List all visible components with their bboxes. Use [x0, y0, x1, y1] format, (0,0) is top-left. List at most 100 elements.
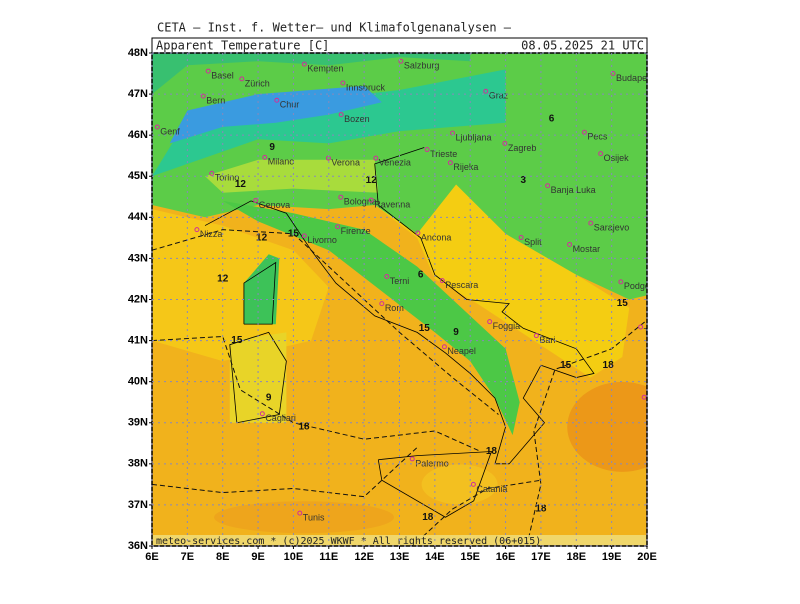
city-marker: [618, 279, 624, 285]
city-marker: [470, 481, 476, 487]
city-marker: [518, 234, 524, 240]
lon-label: 19E: [602, 551, 622, 563]
lon-label: 10E: [284, 551, 304, 563]
city-label: Bologna: [344, 197, 377, 207]
lon-label: 13E: [390, 551, 410, 563]
city-marker: [368, 197, 374, 203]
lat-label: 43N: [128, 252, 148, 264]
lat-label: 47N: [128, 88, 148, 100]
city-marker: [447, 160, 453, 166]
city-label: Trieste: [430, 149, 457, 159]
city-label: Genova: [259, 200, 291, 210]
lon-label: 8E: [216, 551, 229, 563]
field-zone: [152, 69, 506, 177]
valid-time: 08.05.2025 21 UTC: [521, 39, 644, 53]
city-label: Livorno: [307, 235, 337, 245]
field-zone: [243, 254, 280, 325]
city-marker: [598, 151, 604, 157]
city-label: Bern: [206, 96, 225, 106]
lon-label: 11E: [319, 551, 338, 563]
city-label: Bari: [539, 335, 555, 345]
isoline: [152, 229, 499, 415]
lat-label: 44N: [128, 211, 148, 223]
city-marker: [338, 194, 344, 200]
city-label: Innsbruck: [346, 82, 386, 92]
city-marker: [610, 71, 616, 77]
city-marker: [638, 324, 644, 330]
city-label: Mostar: [573, 244, 601, 254]
city-label: Basel: [211, 70, 234, 80]
city-marker: [379, 301, 385, 307]
field-zone: [214, 501, 395, 534]
lon-label: 14E: [425, 551, 445, 563]
city-marker: [301, 233, 307, 239]
city-marker: [340, 80, 346, 86]
city-marker: [641, 394, 647, 400]
contour-label: 12: [217, 274, 229, 285]
city-label: Tirana: [644, 326, 669, 336]
field-zone: [567, 381, 647, 472]
coastline: [377, 451, 493, 518]
city-label: Korfu: [647, 397, 669, 407]
city-marker: [581, 129, 587, 135]
city-label: Ravenna: [374, 199, 410, 209]
city-label: Graz: [489, 91, 509, 101]
city-label: Milano: [268, 157, 295, 167]
city-label: Verona: [331, 158, 360, 168]
city-label: Rom: [385, 303, 404, 313]
city-marker: [200, 93, 206, 99]
city-marker: [483, 88, 489, 94]
field-zone: [152, 209, 329, 362]
city-marker: [301, 61, 307, 67]
lat-label: 36N: [128, 540, 148, 552]
city-label: Bozen: [344, 114, 370, 124]
city-label: Osijek: [604, 153, 630, 163]
institute: CETA – Inst. f. Wetter– und Klimafolgena…: [157, 21, 512, 35]
coastline: [229, 331, 287, 424]
city-label: Neapel: [447, 346, 476, 356]
field-zone: [152, 53, 471, 95]
city-label: Budapest: [616, 73, 655, 83]
lon-label: 12E: [354, 551, 374, 563]
city-marker: [338, 112, 344, 118]
field-zone: [222, 200, 520, 436]
city-marker: [441, 344, 447, 350]
lat-label: 37N: [128, 499, 148, 511]
lat-label: 48N: [128, 47, 148, 59]
field-zone: [169, 85, 382, 144]
city-label: Cagliari: [265, 413, 296, 423]
contour-label: 12: [235, 179, 247, 190]
city-label: Ljubljana: [456, 132, 492, 142]
lon-label: 15E: [460, 551, 480, 563]
city-label: Zürich: [245, 78, 270, 88]
city-label: Split: [524, 237, 542, 247]
city-label: Pecs: [587, 132, 608, 142]
city-label: Palermo: [415, 458, 449, 468]
footer: meteo-services.com * (c)2025 WKWF * All …: [156, 536, 541, 547]
city-label: Podgorica: [624, 281, 665, 291]
city-marker: [253, 197, 259, 203]
city-marker: [262, 154, 268, 160]
city-marker: [154, 124, 160, 130]
map-title: Apparent Temperature [C]: [156, 39, 329, 53]
city-marker: [373, 155, 379, 161]
lon-label: 7E: [181, 551, 194, 563]
city-marker: [297, 510, 303, 516]
contour-label: 3: [520, 175, 526, 186]
contour-label: 12: [366, 175, 378, 186]
city-label: Pescara: [445, 280, 478, 290]
city-label: Zagreb: [508, 143, 537, 153]
city-label: Torino: [215, 173, 240, 183]
lat-label: 39N: [128, 417, 148, 429]
city-label: Chur: [280, 100, 300, 110]
city-label: Kempten: [307, 63, 343, 73]
city-label: Rijeka: [453, 162, 478, 172]
city-marker: [274, 97, 280, 103]
lon-label: 9E: [251, 551, 264, 563]
city-label: Salzburg: [404, 61, 440, 71]
city-marker: [502, 140, 508, 146]
coastline: [243, 261, 277, 325]
city-label: Venezia: [379, 158, 411, 168]
city-marker: [209, 170, 215, 176]
